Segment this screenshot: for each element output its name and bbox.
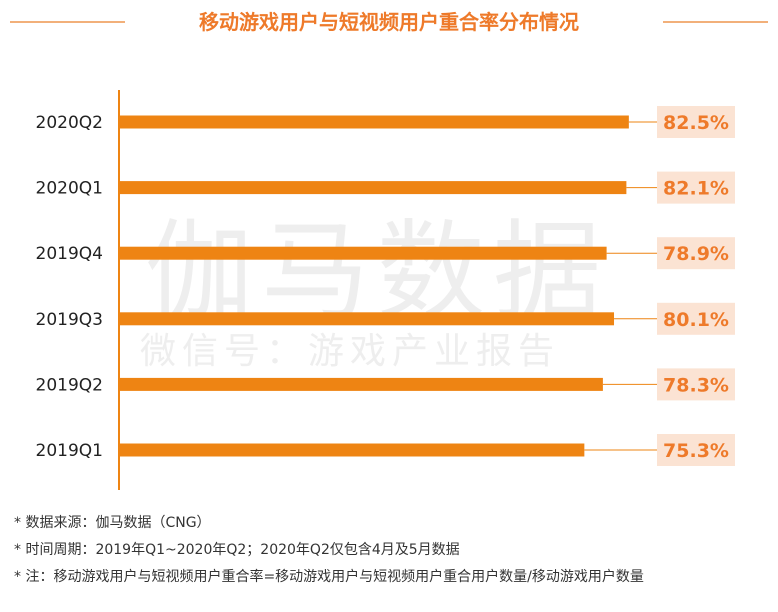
title-rule-left [10, 21, 125, 23]
data-label-bg [657, 237, 735, 270]
footnote-definition: * 注：移动游戏用户与短视频用户重合率=移动游戏用户与短视频用户重合用户数量/移… [14, 569, 644, 585]
y-tick-label: 2020Q1 [36, 179, 103, 199]
y-tick-label: 2019Q1 [36, 441, 103, 461]
bar [120, 246, 607, 260]
bar [120, 312, 615, 326]
data-label: 82.1% [663, 178, 729, 200]
data-label: 75.3% [663, 440, 729, 462]
bar [120, 443, 585, 457]
data-label-bg [657, 106, 735, 138]
data-label: 78.3% [663, 374, 729, 396]
data-label: 82.5% [663, 112, 729, 134]
bar [120, 115, 629, 129]
bar [120, 377, 603, 391]
y-tick-label: 2020Q2 [36, 113, 103, 133]
chart-title: 移动游戏用户与短视频用户重合率分布情况 [199, 10, 579, 34]
y-tick-label: 2019Q3 [36, 310, 103, 330]
data-label-bg [657, 434, 735, 466]
data-label-bg [657, 368, 735, 401]
y-tick-label: 2019Q2 [36, 375, 103, 395]
footnotes: * 数据来源：伽马数据（CNG） * 时间周期：2019年Q1~2020年Q2；… [14, 510, 644, 591]
title-rule-right [663, 21, 768, 23]
data-label: 78.9% [663, 243, 729, 265]
bar [120, 181, 627, 195]
data-label: 80.1% [663, 309, 729, 331]
y-tick-label: 2019Q4 [36, 244, 103, 264]
data-label-bg [657, 171, 735, 204]
data-label-bg [657, 302, 735, 335]
footnote-period: * 时间周期：2019年Q1~2020年Q2；2020年Q2仅包含4月及5月数据 [14, 542, 460, 558]
footnote-source: * 数据来源：伽马数据（CNG） [14, 515, 211, 531]
